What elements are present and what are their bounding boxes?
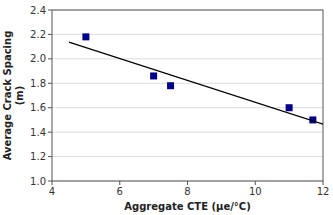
tick-mark: [48, 34, 52, 35]
tick-label: 4: [49, 186, 55, 197]
tick-mark: [48, 83, 52, 84]
chart-container: 1.0 1.2 1.4 1.6 1.8 2.0 2.2 2.4 4 6 8 10 12 Aggregate…: [0, 0, 333, 215]
point: [286, 104, 293, 111]
point: [82, 33, 89, 40]
x-axis-label: Aggregate CTE (μe/°C): [124, 201, 250, 212]
tick-label: 2.2: [30, 29, 46, 40]
chart: 1.0 1.2 1.4 1.6 1.8 2.0 2.2 2.4 4 6 8 10 12 Aggregate…: [0, 0, 333, 215]
tick-mark: [48, 10, 52, 11]
tick-label: 12: [317, 186, 330, 197]
tick-mark: [48, 181, 52, 182]
y-axis-label-line: Average Crack Spacing: [2, 31, 13, 161]
grid-line: [52, 107, 323, 108]
tick-mark: [323, 181, 324, 185]
tick-mark: [48, 156, 52, 157]
tick-label: 1.0: [30, 176, 46, 187]
tick-mark: [255, 181, 256, 185]
y-axis-label: Average Crack Spacing(m): [2, 31, 25, 161]
grid-line: [52, 34, 323, 35]
trend-line: [69, 42, 323, 124]
grid-line: [52, 156, 323, 157]
tick-label: 6: [117, 186, 123, 197]
tick-mark: [187, 181, 188, 185]
tick-mark: [119, 181, 120, 185]
tick-mark: [48, 132, 52, 133]
tick-label: 1.6: [30, 102, 46, 113]
tick-label: 8: [184, 186, 190, 197]
tick-label: 2.4: [30, 5, 46, 16]
plot-frame: [52, 10, 323, 181]
tick-mark: [52, 181, 53, 185]
point: [150, 72, 157, 79]
tick-label: 10: [249, 186, 262, 197]
plot-area: [69, 33, 323, 124]
point: [167, 82, 174, 89]
grid-line: [52, 83, 323, 84]
grid-line: [52, 58, 323, 59]
tick-label: 1.8: [30, 78, 46, 89]
tick-label: 2.0: [30, 53, 46, 64]
tick-mark: [48, 58, 52, 59]
tick-label: 1.4: [30, 127, 46, 138]
grid-line: [52, 132, 323, 133]
y-axis-label-line: (m): [14, 86, 25, 106]
tick-label: 1.2: [30, 151, 46, 162]
tick-mark: [48, 107, 52, 108]
